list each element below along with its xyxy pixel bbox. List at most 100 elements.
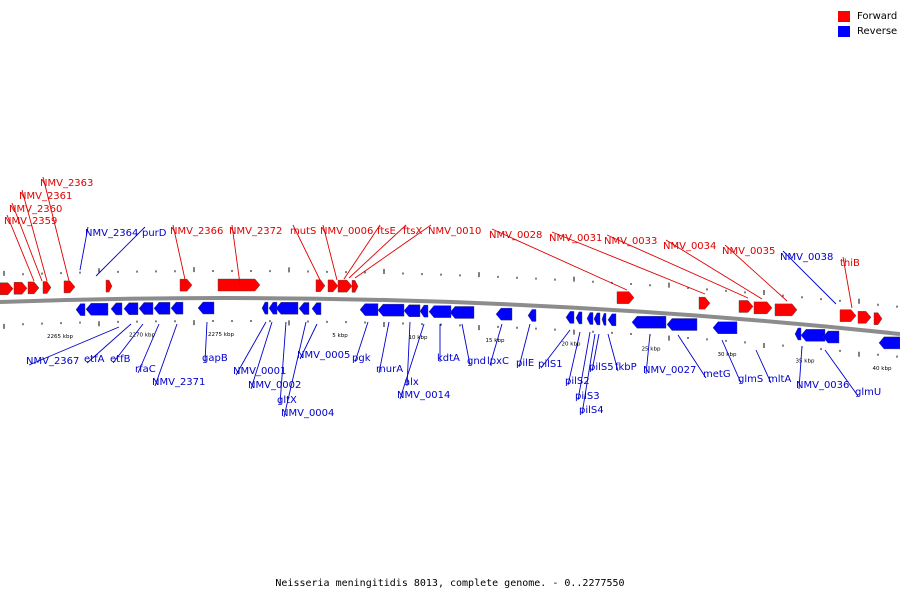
gene-label: murA (376, 364, 403, 375)
gene-label: NMV_0010 (428, 226, 481, 237)
forward-gene-arrow (27, 281, 40, 295)
gene-leader-line (551, 231, 706, 295)
gene-label: mutS (290, 226, 316, 237)
gene-leader-line (250, 321, 273, 390)
reverse-gene-arrow (575, 311, 583, 325)
gene-leader-line (42, 176, 70, 282)
gene-leader-line (540, 329, 571, 369)
reverse-gene-arrow (878, 336, 900, 350)
forward-gene-arrow (13, 282, 28, 295)
gene-leader-line (235, 321, 267, 376)
gene-leader-line (824, 349, 859, 397)
scale-label: 25 kbp (642, 346, 661, 352)
gene-leader-line (518, 323, 531, 368)
figure-caption: Neisseria meningitidis 8013, complete ge… (275, 578, 625, 589)
gene-leader-line (842, 256, 853, 309)
gene-leader-line (606, 234, 749, 299)
gene-label: ftsX (403, 226, 422, 237)
gene-leader-line (665, 239, 763, 300)
gene-label: metG (703, 369, 731, 380)
gene-leader-line (86, 323, 132, 364)
gene-label: pilS4 (579, 405, 604, 416)
gene-label: NMV_0034 (663, 241, 716, 252)
reverse-gene-arrow (449, 306, 475, 319)
gene-leader-line (28, 326, 120, 366)
scale-label: 2270 kbp (129, 333, 155, 339)
scale-label: 2275 kbp (208, 332, 234, 338)
reverse-gene-arrow (403, 304, 421, 317)
reverse-gene-arrow (800, 329, 826, 342)
gene-label: pgk (352, 353, 371, 364)
gene-leader-line (491, 228, 628, 291)
gene-label: etfA (84, 354, 105, 365)
legend-reverse: Reverse (838, 24, 897, 39)
gene-leader-line (322, 224, 338, 281)
reverse-gene-arrow (275, 302, 299, 315)
gene-label: NMV_0038 (780, 252, 833, 263)
gene-leader-line (112, 323, 144, 364)
reverse-gene-arrow (298, 302, 310, 315)
gene-label: NMV_0014 (397, 390, 450, 401)
gene-label: fkbP (615, 362, 637, 373)
scale-label: 40 kbp (873, 366, 892, 372)
forward-gene-arrow (0, 282, 14, 295)
reverse-gene-arrow (123, 302, 139, 315)
forward-gene-arrow (217, 278, 261, 292)
reverse-gene-arrow (428, 305, 452, 318)
scale-label: 15 kbp (486, 338, 505, 344)
gene-leader-line (137, 323, 160, 374)
reverse-gene-arrow (261, 301, 269, 315)
gene-label: NMV_0033 (604, 236, 657, 247)
scale-label: 30 kbp (718, 352, 737, 358)
gene-label: thiB (840, 258, 860, 269)
forward-gene-arrow (63, 280, 76, 294)
gene-label: pilS1 (538, 359, 563, 370)
gene-label: mltA (768, 374, 791, 385)
forward-gene-arrow (753, 301, 773, 315)
gene-label: gnd (467, 356, 486, 367)
gene-leader-line (348, 224, 407, 279)
reverse-gene-arrow (794, 327, 802, 341)
gene-leader-line (6, 214, 35, 282)
gene-leader-line (11, 202, 43, 282)
gene-leader-line (378, 321, 390, 374)
gene-leader-line (204, 321, 208, 363)
reverse-gene-arrow (311, 302, 322, 315)
gene-leader-line (299, 323, 318, 360)
scale-label: 2265 kbp (47, 334, 73, 340)
gene-label: NMV_0036 (796, 380, 849, 391)
reverse-gene-arrow (170, 301, 184, 315)
forward-gene-arrow (698, 296, 711, 310)
gene-leader-line (724, 244, 788, 302)
gene-leader-line (645, 333, 651, 375)
gene-label: kdtA (437, 353, 460, 364)
forward-gene-arrow (738, 300, 754, 313)
reverse-gene-arrow (85, 303, 109, 316)
forward-gene-arrow (774, 303, 798, 317)
reverse-gene-arrow (607, 313, 617, 327)
gene-label: NMV_2361 (19, 191, 72, 202)
reverse-gene-arrow (586, 312, 594, 325)
reverse-gene-arrow (268, 301, 278, 315)
reverse-gene-arrow (138, 302, 154, 315)
gene-leader-line (172, 224, 187, 285)
reverse-gene-arrow (565, 311, 575, 324)
reverse-swatch (838, 26, 850, 37)
forward-gene-arrow (337, 279, 353, 293)
gene-leader-line (721, 339, 742, 384)
gene-label: purD (142, 228, 167, 239)
reverse-gene-arrow (153, 302, 171, 315)
gene-label: NMV_0005 (297, 350, 350, 361)
reverse-gene-arrow (712, 321, 738, 334)
gene-leader-line (95, 226, 146, 277)
gene-label: etfB (110, 354, 131, 365)
reverse-gene-arrow (822, 330, 840, 344)
gene-label: NMV_2359 (4, 216, 57, 227)
gene-label: NMV_0027 (643, 365, 696, 376)
gene-label: pilS2 (565, 376, 590, 387)
reverse-gene-arrow (197, 301, 215, 315)
forward-gene-arrow (42, 281, 52, 294)
scale-label: 5 kbp (332, 333, 348, 339)
